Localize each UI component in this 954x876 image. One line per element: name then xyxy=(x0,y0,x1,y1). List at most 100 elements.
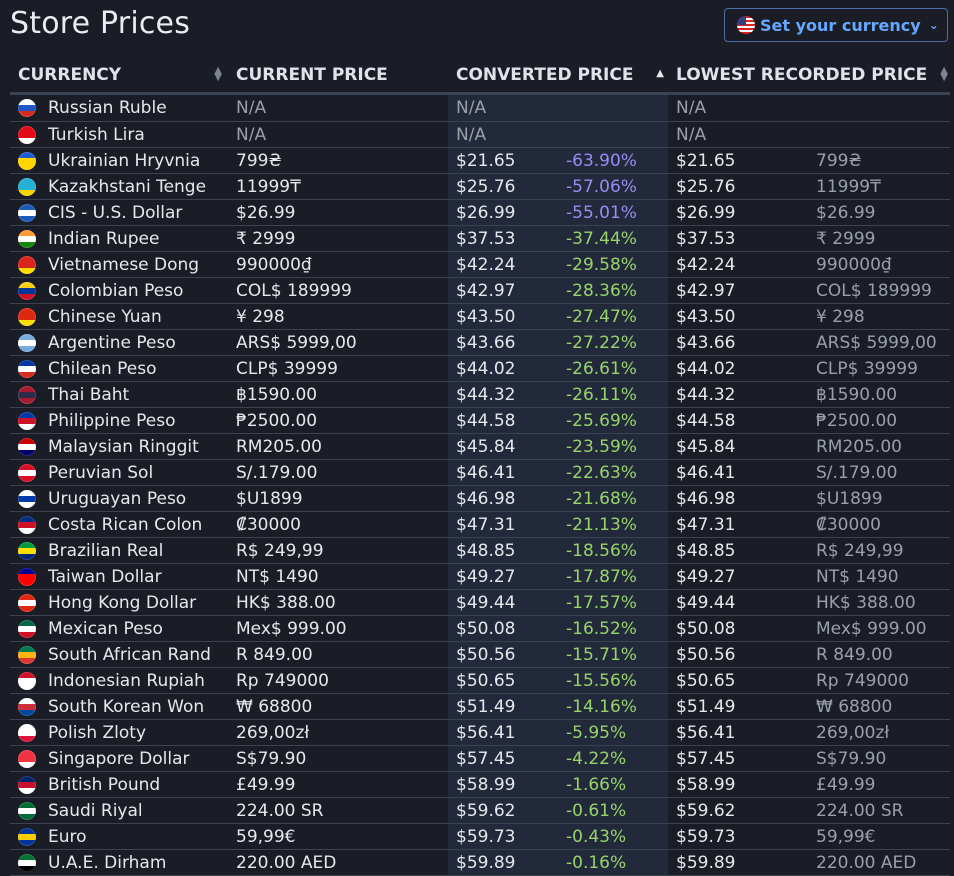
price-difference-cell: -5.95% xyxy=(558,719,668,746)
column-header-current-price[interactable]: CURRENT PRICE xyxy=(228,58,448,95)
currency-name: U.A.E. Dirham xyxy=(48,852,167,873)
table-row: Turkish Lira N/A N/A N/A xyxy=(10,121,950,148)
currency-name: Chilean Peso xyxy=(48,358,157,379)
lowest-price-cell: $26.99 xyxy=(668,199,808,226)
current-price-cell: NT$ 1490 xyxy=(228,563,448,590)
currency-cell: Argentine Peso xyxy=(10,329,228,356)
sort-icon[interactable]: ▲ ▼ xyxy=(214,65,222,83)
converted-price-cell: $43.50 xyxy=(448,303,558,330)
country-flag-icon xyxy=(18,775,36,794)
lowest-original-price-cell: $26.99 xyxy=(808,199,950,226)
sort-icon[interactable]: ▲ ▼ xyxy=(940,65,948,83)
currency-cell: Chinese Yuan xyxy=(10,303,228,330)
lowest-price-cell: N/A xyxy=(668,93,808,122)
country-flag-icon xyxy=(18,307,36,326)
lowest-price-cell: N/A xyxy=(668,121,808,148)
lowest-original-price-cell: COL$ 189999 xyxy=(808,277,950,304)
country-flag-icon xyxy=(18,593,36,612)
table-row: U.A.E. Dirham 220.00 AED $59.89 -0.16% $… xyxy=(10,849,950,876)
sort-ascending-icon[interactable]: ▲ xyxy=(656,68,664,79)
currency-cell: Costa Rican Colon xyxy=(10,511,228,538)
currency-name: Philippine Peso xyxy=(48,410,176,431)
lowest-original-price-cell: Rp 749000 xyxy=(808,667,950,694)
country-flag-icon xyxy=(18,385,36,404)
currency-cell: CIS - U.S. Dollar xyxy=(10,199,228,226)
page-title: Store Prices xyxy=(10,6,191,41)
price-difference-cell: -55.01% xyxy=(558,199,668,226)
table-row: Kazakhstani Tenge 11999₸ $25.76 -57.06% … xyxy=(10,173,950,200)
country-flag-icon xyxy=(18,671,36,690)
table-header-row: CURRENCY ▲ ▼ CURRENT PRICE CONVERTED PRIC… xyxy=(10,58,950,95)
lowest-price-cell: $50.56 xyxy=(668,641,808,668)
lowest-original-price-cell: 269,00zł xyxy=(808,719,950,746)
currency-cell: Thai Baht xyxy=(10,381,228,408)
lowest-original-price-cell: 59,99€ xyxy=(808,823,950,850)
lowest-original-price-cell: ARS$ 5999,00 xyxy=(808,329,950,356)
table-row: Polish Zloty 269,00zł $56.41 -5.95% $56.… xyxy=(10,719,950,746)
converted-price-cell: $57.45 xyxy=(448,745,558,772)
country-flag-icon xyxy=(18,151,36,170)
current-price-cell: 224.00 SR xyxy=(228,797,448,824)
column-header-label: LOWEST RECORDED PRICE xyxy=(676,65,928,85)
set-currency-label: Set your currency xyxy=(760,15,921,35)
lowest-original-price-cell: 11999₸ xyxy=(808,173,950,200)
column-header-label: CURRENCY xyxy=(18,65,122,85)
lowest-original-price-cell: 224.00 SR xyxy=(808,797,950,824)
lowest-original-price-cell: S$79.90 xyxy=(808,745,950,772)
lowest-price-cell: $25.76 xyxy=(668,173,808,200)
converted-price-cell: $25.76 xyxy=(448,173,558,200)
currency-cell: British Pound xyxy=(10,771,228,798)
converted-price-cell: $44.58 xyxy=(448,407,558,434)
currency-name: Peruvian Sol xyxy=(48,462,154,483)
lowest-price-cell: $50.65 xyxy=(668,667,808,694)
converted-price-cell: $51.49 xyxy=(448,693,558,720)
converted-price-cell: $44.02 xyxy=(448,355,558,382)
column-header-converted-price[interactable]: CONVERTED PRICE ▲ xyxy=(448,58,668,95)
currency-name: Colombian Peso xyxy=(48,280,184,301)
lowest-original-price-cell: ₹ 2999 xyxy=(808,225,950,252)
set-currency-button[interactable]: Set your currency ⌄ xyxy=(724,8,948,42)
lowest-original-price-cell: Mex$ 999.00 xyxy=(808,615,950,642)
table-row: South African Rand R 849.00 $50.56 -15.7… xyxy=(10,641,950,668)
lowest-price-cell: $48.85 xyxy=(668,537,808,564)
lowest-price-cell: $59.73 xyxy=(668,823,808,850)
price-difference-cell: -1.66% xyxy=(558,771,668,798)
converted-price-cell: $59.89 xyxy=(448,849,558,876)
price-difference-cell: -15.71% xyxy=(558,641,668,668)
country-flag-icon xyxy=(18,723,36,742)
country-flag-icon xyxy=(18,801,36,820)
country-flag-icon xyxy=(18,255,36,274)
lowest-price-cell: $21.65 xyxy=(668,147,808,174)
lowest-original-price-cell: ₡30000 xyxy=(808,511,950,538)
current-price-cell: N/A xyxy=(228,93,448,122)
lowest-price-cell: $57.45 xyxy=(668,745,808,772)
current-price-cell: ¥ 298 xyxy=(228,303,448,330)
lowest-price-cell: $44.02 xyxy=(668,355,808,382)
table-row: Ukrainian Hryvnia 799₴ $21.65 -63.90% $2… xyxy=(10,147,950,174)
price-difference-cell: -57.06% xyxy=(558,173,668,200)
column-header-currency[interactable]: CURRENCY ▲ ▼ xyxy=(10,58,228,95)
table-row: South Korean Won ₩ 68800 $51.49 -14.16% … xyxy=(10,693,950,720)
table-row: Chinese Yuan ¥ 298 $43.50 -27.47% $43.50… xyxy=(10,303,950,330)
country-flag-icon xyxy=(18,359,36,378)
table-row: Mexican Peso Mex$ 999.00 $50.08 -16.52% … xyxy=(10,615,950,642)
current-price-cell: HK$ 388.00 xyxy=(228,589,448,616)
lowest-price-cell: $59.89 xyxy=(668,849,808,876)
column-header-lowest-recorded-price[interactable]: LOWEST RECORDED PRICE ▲ ▼ xyxy=(668,58,950,95)
lowest-original-price-cell: 799₴ xyxy=(808,147,950,174)
lowest-price-cell: $44.58 xyxy=(668,407,808,434)
currency-name: Singapore Dollar xyxy=(48,748,190,769)
currency-name: Turkish Lira xyxy=(48,124,145,145)
table-row: Peruvian Sol S/.179.00 $46.41 -22.63% $4… xyxy=(10,459,950,486)
currency-cell: Vietnamese Dong xyxy=(10,251,228,278)
converted-price-cell: $45.84 xyxy=(448,433,558,460)
table-row: Russian Ruble N/A N/A N/A xyxy=(10,93,950,122)
currency-cell: Colombian Peso xyxy=(10,277,228,304)
column-header-label: CONVERTED PRICE xyxy=(456,65,634,85)
converted-price-cell: $47.31 xyxy=(448,511,558,538)
converted-price-cell: $50.65 xyxy=(448,667,558,694)
current-price-cell: ₱2500.00 xyxy=(228,407,448,434)
current-price-cell: ฿1590.00 xyxy=(228,381,448,408)
column-header-label: CURRENT PRICE xyxy=(236,65,388,85)
current-price-cell: $26.99 xyxy=(228,199,448,226)
